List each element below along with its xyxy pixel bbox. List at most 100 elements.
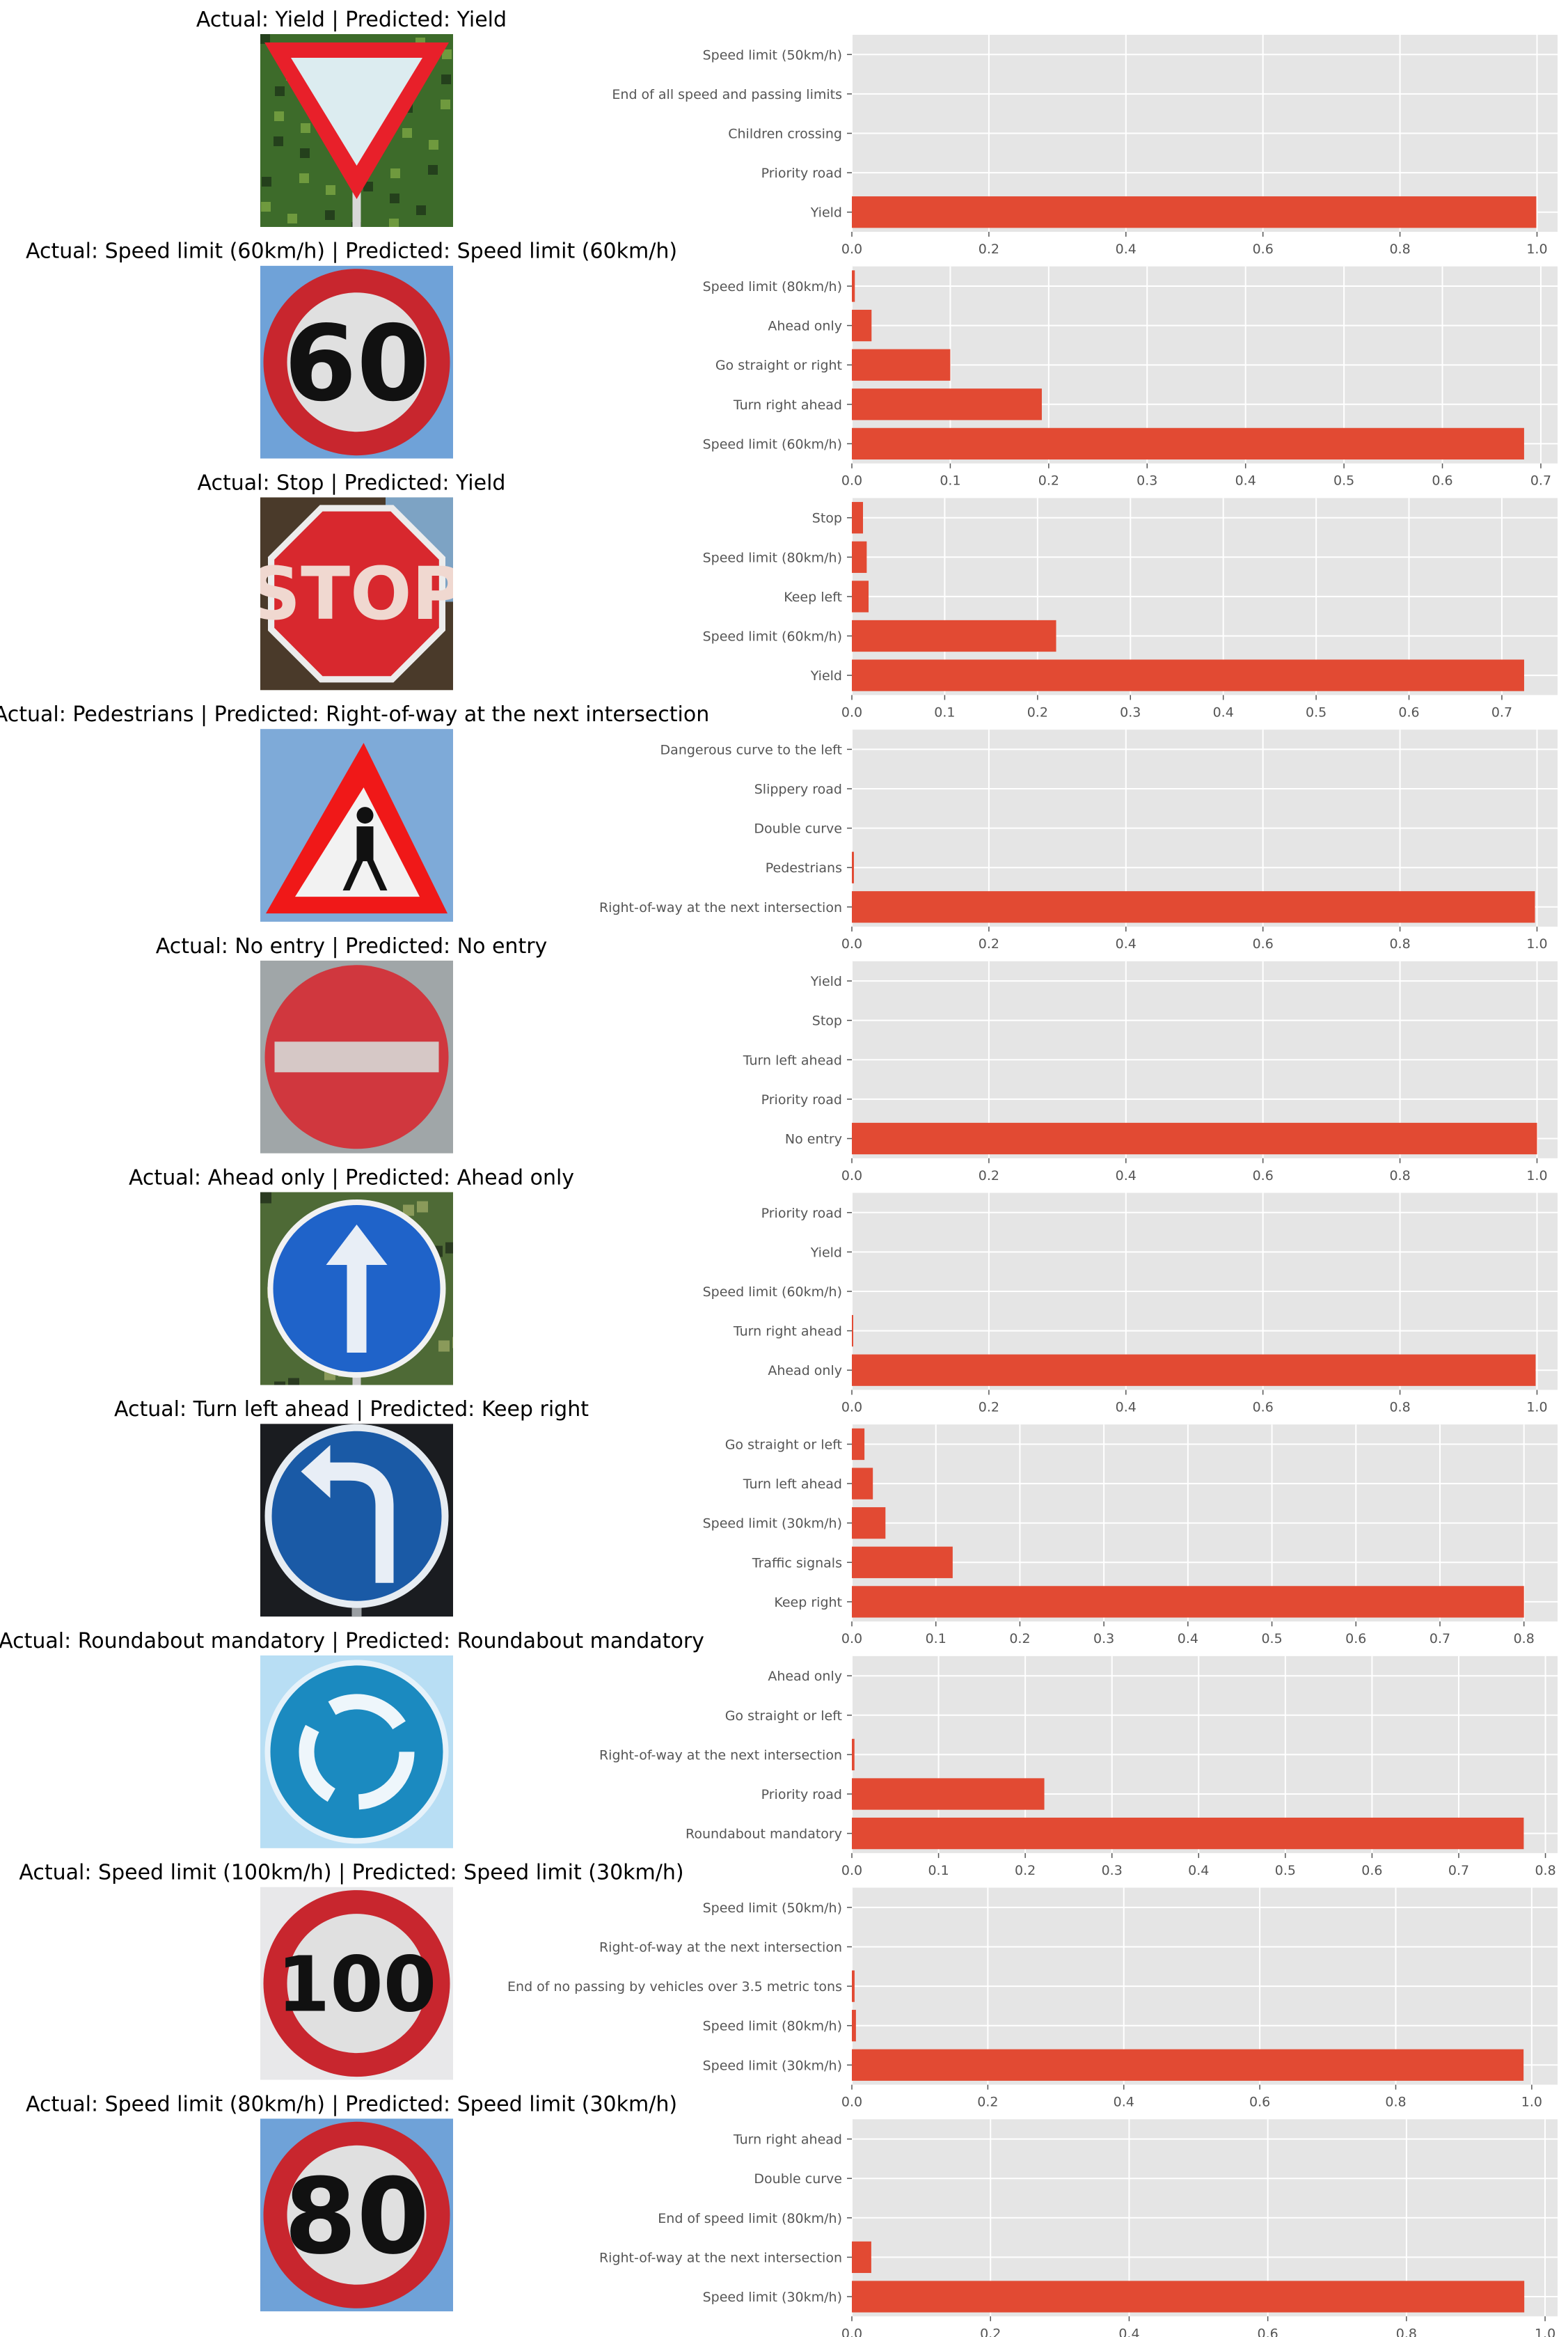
bar	[852, 891, 1535, 923]
panel-title: Actual: Roundabout mandatory | Predicted…	[0, 1629, 704, 1653]
x-tick-label: 0.4	[1114, 2095, 1134, 2110]
bar	[852, 1586, 1524, 1618]
x-tick-label: 0.4	[1118, 2326, 1139, 2337]
stop-sign: STOP	[248, 497, 464, 691]
x-tick-label: 1.0	[1526, 936, 1547, 952]
x-tick-label: 0.4	[1116, 242, 1137, 257]
y-tick-label: Go straight or left	[725, 1708, 842, 1724]
x-tick-label: 0.2	[979, 242, 999, 257]
y-tick-label: Stop	[812, 1014, 842, 1029]
bar	[852, 851, 854, 883]
y-tick-label: Pedestrians	[766, 860, 842, 876]
x-tick-label: 0.8	[1514, 1631, 1535, 1646]
bar	[852, 1314, 853, 1347]
bar	[852, 1778, 1045, 1810]
bar	[852, 2049, 1524, 2081]
bar	[852, 502, 864, 534]
panel-2: Actual: Stop | Predicted: Yield STOP Yield…	[198, 471, 1558, 720]
y-tick-label: Ahead only	[768, 1363, 842, 1378]
x-tick-label: 0.3	[1102, 1863, 1123, 1878]
panel-7: Actual: Roundabout mandatory | Predicted…	[0, 1629, 1558, 1878]
y-tick-label: Right-of-way at the next intersection	[599, 1747, 842, 1763]
no-entry-sign	[260, 960, 453, 1154]
x-tick-label: 0.4	[1116, 936, 1137, 952]
panel-title: Actual: Stop | Predicted: Yield	[198, 471, 506, 495]
bar	[852, 427, 1524, 460]
y-tick-label: Speed limit (30km/h)	[703, 2290, 842, 2305]
y-tick-label: Go straight or left	[725, 1438, 842, 1453]
y-tick-label: End of no passing by vehicles over 3.5 m…	[507, 1979, 842, 1994]
x-tick-label: 0.1	[940, 473, 960, 489]
x-tick-label: 0.6	[1253, 1400, 1274, 1415]
turn-left-ahead-sign	[260, 1424, 453, 1617]
x-tick-label: 0.5	[1275, 1863, 1296, 1878]
x-tick-label: 0.2	[979, 1168, 999, 1183]
bar	[852, 1507, 886, 1539]
x-tick-label: 0.2	[1038, 473, 1059, 489]
x-tick-label: 0.2	[980, 2326, 1001, 2337]
bar	[852, 196, 1537, 228]
y-tick-label: Traffic signals	[752, 1555, 842, 1571]
x-tick-label: 0.8	[1389, 936, 1410, 952]
x-tick-label: 0.8	[1385, 2095, 1406, 2110]
x-tick-label: 0.7	[1448, 1863, 1469, 1878]
x-tick-label: 0.2	[979, 1400, 999, 1415]
bar	[852, 309, 872, 342]
panel-title: Actual: Pedestrians | Predicted: Right-o…	[0, 702, 709, 727]
panel-5: Actual: Ahead only | Predicted: Ahead on…	[129, 1166, 1558, 1415]
y-tick-label: Speed limit (50km/h)	[703, 47, 842, 63]
bar	[852, 541, 867, 573]
panel-1: Actual: Speed limit (60km/h) | Predicted…	[26, 239, 1558, 489]
panel-8: Actual: Speed limit (100km/h) | Predicte…	[19, 1861, 1558, 2110]
y-tick-label: Roundabout mandatory	[686, 1827, 842, 1842]
y-tick-label: Right-of-way at the next intersection	[599, 2250, 842, 2265]
panel-title: Actual: No entry | Predicted: No entry	[156, 934, 548, 959]
y-tick-label: Turn left ahead	[743, 1053, 842, 1068]
x-tick-label: 0.2	[1009, 1631, 1030, 1646]
x-tick-label: 0.0	[841, 1863, 862, 1878]
svg-text:STOP: STOP	[248, 551, 464, 636]
x-tick-label: 0.2	[1015, 1863, 1036, 1878]
x-tick-label: 0.2	[977, 2095, 998, 2110]
bar	[852, 1817, 1524, 1850]
panel-title: Actual: Speed limit (100km/h) | Predicte…	[19, 1861, 683, 1885]
x-tick-label: 0.1	[928, 1863, 949, 1878]
x-tick-label: 0.4	[1178, 1631, 1198, 1646]
y-tick-label: Ahead only	[768, 1669, 842, 1684]
bar	[852, 2241, 871, 2274]
bar	[852, 1467, 873, 1500]
x-tick-label: 0.4	[1235, 473, 1256, 489]
y-tick-label: Speed limit (30km/h)	[703, 1516, 842, 1532]
x-tick-label: 0.0	[841, 1631, 862, 1646]
x-tick-label: 1.0	[1521, 2095, 1542, 2110]
y-tick-label: Speed limit (50km/h)	[703, 1901, 842, 1916]
y-tick-label: Keep right	[774, 1595, 842, 1610]
y-tick-label: Right-of-way at the next intersection	[599, 900, 842, 915]
panel-title: Actual: Ahead only | Predicted: Ahead on…	[129, 1166, 574, 1190]
bar	[852, 1428, 865, 1461]
y-tick-label: Priority road	[761, 166, 842, 181]
panel-title: Actual: Turn left ahead | Predicted: Kee…	[114, 1397, 589, 1422]
panel-4: Actual: No entry | Predicted: No entry No…	[156, 934, 1558, 1183]
x-tick-label: 0.6	[1249, 2095, 1270, 2110]
y-tick-label: Double curve	[754, 2171, 842, 2187]
bar	[852, 1970, 855, 2002]
x-tick-label: 0.2	[979, 936, 999, 952]
y-tick-label: Go straight or right	[715, 358, 842, 373]
panel-title: Actual: Speed limit (80km/h) | Predicted…	[26, 2092, 677, 2116]
x-tick-label: 0.6	[1432, 473, 1452, 489]
speed-100-sign: 100	[260, 1887, 453, 2080]
pedestrians-sign	[260, 729, 453, 922]
x-tick-label: 0.3	[1137, 473, 1157, 489]
y-tick-label: Priority road	[761, 1092, 842, 1108]
y-tick-label: Priority road	[761, 1787, 842, 1802]
y-tick-label: End of speed limit (80km/h)	[658, 2211, 842, 2226]
x-tick-label: 0.2	[1027, 705, 1048, 720]
x-tick-label: 0.0	[841, 1168, 862, 1183]
x-tick-label: 0.0	[841, 1400, 862, 1415]
svg-text:100: 100	[277, 1940, 437, 2029]
x-tick-label: 0.6	[1345, 1631, 1366, 1646]
y-tick-label: Stop	[812, 511, 842, 526]
y-tick-label: Speed limit (80km/h)	[703, 2019, 842, 2034]
y-tick-label: No entry	[785, 1132, 842, 1147]
